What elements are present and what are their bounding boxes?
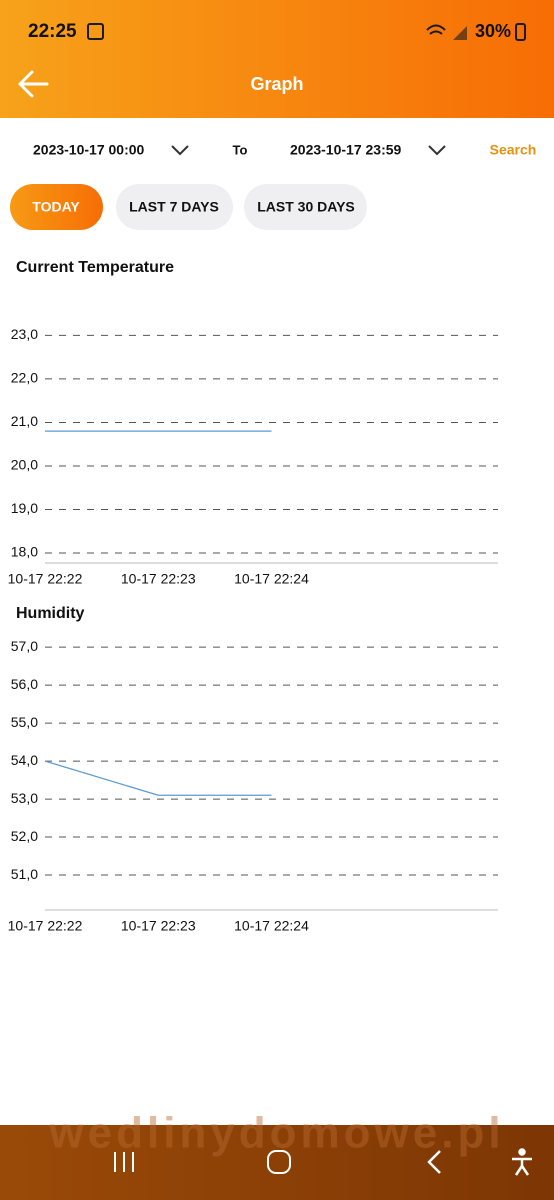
signal-icon xyxy=(453,26,467,40)
button-label[interactable]: LAST 7 DAYS xyxy=(129,199,219,215)
y-tick-label: 19,0 xyxy=(11,500,38,516)
dropdown-arrow[interactable] xyxy=(171,145,189,156)
y-tick-label: 54,0 xyxy=(11,752,38,768)
x-tick-label: 10-17 22:22 xyxy=(8,571,83,587)
y-tick-label: 57,0 xyxy=(11,638,38,654)
y-tick-label: 22,0 xyxy=(11,370,38,386)
date-from[interactable]: 2023-10-17 00:00 xyxy=(33,142,145,158)
page-title: Graph xyxy=(250,74,303,94)
battery-level: 30% xyxy=(475,21,511,41)
x-tick-label: 10-17 22:23 xyxy=(121,571,196,587)
nav-bar xyxy=(0,1125,554,1200)
data-line xyxy=(44,760,272,796)
chart-title: Humidity xyxy=(16,605,85,622)
status-time: 22:25 xyxy=(28,21,77,42)
chart-title: Current Temperature xyxy=(16,259,174,276)
search-button[interactable]: Search xyxy=(490,142,537,158)
button-label[interactable]: LAST 30 DAYS xyxy=(257,199,355,215)
button-label[interactable]: TODAY xyxy=(32,199,80,215)
y-tick-label: 20,0 xyxy=(11,457,38,473)
to-label: To xyxy=(233,142,248,157)
x-tick-label: 10-17 22:23 xyxy=(121,918,196,934)
y-tick-label: 51,0 xyxy=(11,866,38,882)
back-button[interactable] xyxy=(18,70,49,98)
button-today[interactable] xyxy=(10,184,103,230)
gallery-icon xyxy=(87,23,104,40)
nav-back[interactable] xyxy=(427,1150,441,1174)
button-30-days[interactable] xyxy=(244,184,367,230)
x-tick-label: 10-17 22:22 xyxy=(8,918,83,934)
y-tick-label: 55,0 xyxy=(11,714,38,730)
y-tick-label: 21,0 xyxy=(11,413,38,429)
y-tick-label: 18,0 xyxy=(11,544,38,560)
battery-icon xyxy=(515,23,526,41)
watermark: wedlinydomowe.pl xyxy=(48,1109,504,1158)
nav-accessibility[interactable] xyxy=(512,1148,532,1176)
button-7-days[interactable] xyxy=(116,184,233,230)
y-tick-label: 52,0 xyxy=(11,828,38,844)
dropdown-arrow[interactable] xyxy=(428,145,446,156)
x-tick-label: 10-17 22:24 xyxy=(234,571,309,587)
y-tick-label: 53,0 xyxy=(11,790,38,806)
app-bar xyxy=(0,0,554,118)
y-tick-label: 56,0 xyxy=(11,676,38,692)
date-to[interactable]: 2023-10-17 23:59 xyxy=(290,142,402,158)
y-tick-label: 23,0 xyxy=(11,326,38,342)
nav-recent[interactable] xyxy=(114,1152,134,1172)
x-tick-label: 10-17 22:24 xyxy=(234,918,309,934)
wifi-icon xyxy=(426,24,446,35)
nav-home[interactable] xyxy=(267,1150,291,1174)
